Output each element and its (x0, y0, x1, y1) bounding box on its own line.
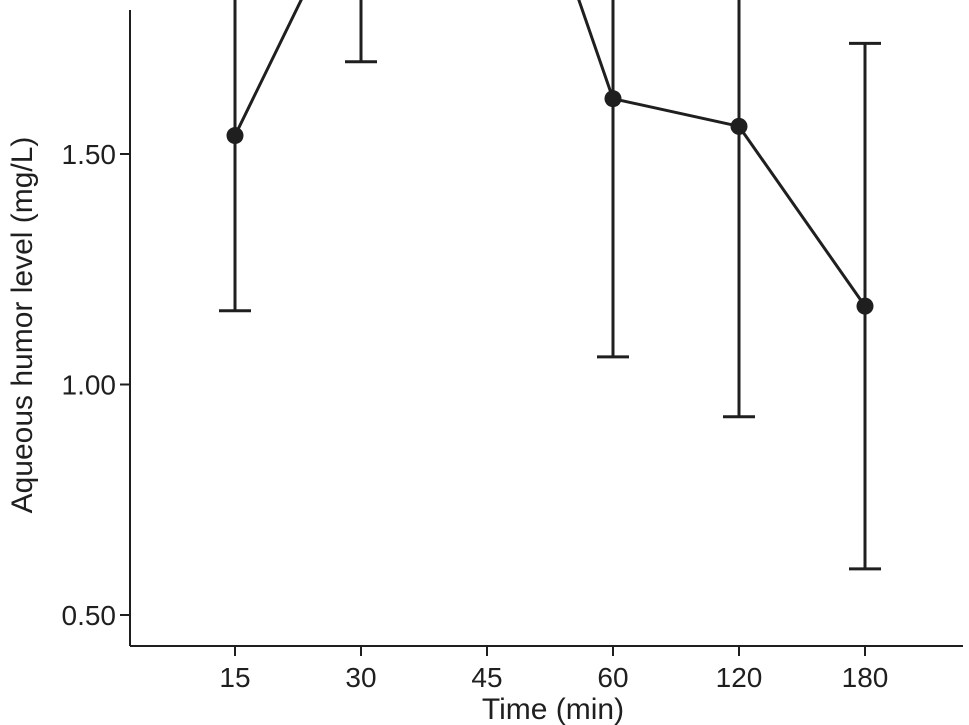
series-line (233, 0, 867, 307)
x-tick-label: 120 (716, 662, 763, 693)
data-point (856, 297, 874, 315)
x-tick-label: 45 (471, 662, 502, 693)
x-tick-label: 15 (219, 662, 250, 693)
y-tick-label: 1.00 (62, 370, 117, 401)
x-axis-label: Time (min) (482, 693, 624, 725)
x-tick-label: 30 (345, 662, 376, 693)
data-point (730, 117, 748, 135)
plot-area (219, 0, 881, 571)
data-point (604, 90, 622, 108)
y-axis: 0.501.001.502.002.503.00 (62, 10, 131, 646)
x-tick-label: 180 (842, 662, 889, 693)
y-tick-label: 0.50 (62, 600, 117, 631)
x-tick-label: 60 (597, 662, 628, 693)
data-point (226, 127, 244, 145)
y-axis-label: Aqueous humor level (mg/L) (6, 137, 39, 514)
x-axis: 15 30 45 60 120 180 (130, 645, 963, 693)
y-tick-label: 1.50 (62, 139, 117, 170)
